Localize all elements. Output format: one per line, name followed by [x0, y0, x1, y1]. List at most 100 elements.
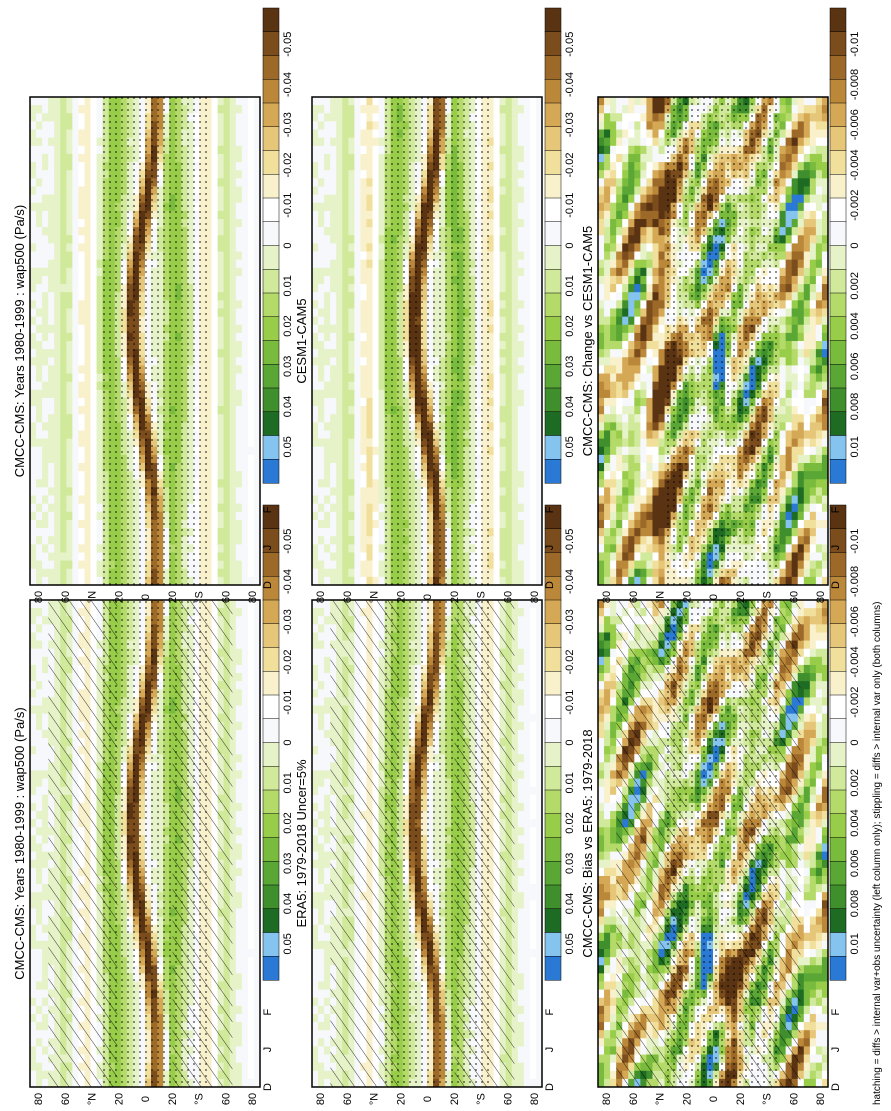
heatmap-cell	[72, 511, 79, 521]
heatmap-cell	[54, 324, 61, 334]
heatmap-cell	[229, 713, 237, 723]
heatmap-cell	[229, 536, 237, 545]
heatmap-cell	[324, 981, 331, 991]
heatmap-cell	[60, 349, 67, 358]
heatmap-cell	[253, 552, 261, 562]
heatmap-cell	[318, 997, 325, 1007]
heatmap-cell	[48, 105, 55, 114]
heatmap-cell	[324, 762, 331, 771]
heatmap-cell	[229, 835, 237, 844]
heatmap-cell	[324, 949, 331, 958]
heatmap-cell	[48, 324, 55, 334]
heatmap-cell	[253, 332, 261, 342]
heatmap-cell	[247, 981, 255, 991]
heatmap-cell	[42, 536, 49, 545]
heatmap-cell	[36, 495, 43, 505]
heatmap-cell	[247, 194, 255, 204]
heatmap-cell	[324, 1062, 331, 1072]
heatmap-cell	[223, 243, 231, 253]
heatmap-cell	[90, 97, 98, 106]
heatmap-cell	[36, 624, 43, 633]
heatmap-cell	[318, 794, 325, 804]
heatmap-cell	[42, 446, 49, 456]
heatmap-cell	[36, 908, 43, 918]
heatmap-cell	[312, 681, 319, 690]
heatmap-cell	[42, 786, 49, 796]
heatmap-cell	[229, 981, 237, 991]
heatmap-cell	[54, 121, 61, 131]
heatmap-cell	[229, 973, 237, 982]
heatmap-cell	[42, 406, 49, 415]
heatmap-cell	[318, 600, 325, 609]
heatmap-cell	[84, 357, 92, 366]
heatmap-cell	[84, 519, 92, 529]
heatmap-cell	[324, 754, 331, 763]
heatmap-cell	[235, 713, 243, 723]
heatmap-cell	[247, 632, 255, 642]
heatmap-cell	[30, 463, 37, 472]
heatmap-cell	[42, 267, 49, 277]
heatmap-cell	[247, 924, 255, 934]
heatmap-cell	[318, 884, 325, 893]
heatmap-cell	[36, 414, 43, 423]
heatmap-cell	[253, 1022, 261, 1031]
legend-label: 0.05	[282, 933, 294, 954]
heatmap-cell	[211, 300, 219, 309]
heatmap-cell	[84, 332, 92, 342]
heatmap-cell	[235, 471, 243, 480]
heatmap-cell	[241, 811, 249, 820]
heatmap-cell	[36, 365, 43, 375]
heatmap-cell	[72, 251, 79, 261]
heatmap-cell	[241, 697, 249, 707]
heatmap-cell	[324, 697, 331, 707]
heatmap-cell	[48, 454, 55, 464]
heatmap-cell	[36, 802, 43, 812]
legend-label: -0.04	[282, 569, 294, 594]
heatmap-cell	[241, 194, 249, 204]
heatmap-cell	[241, 729, 249, 739]
heatmap-cell	[54, 153, 61, 163]
heatmap-cell	[42, 949, 49, 958]
heatmap-cell	[253, 349, 261, 358]
heatmap-cell	[235, 365, 243, 375]
heatmap-cell	[42, 251, 49, 261]
heatmap-cell	[48, 137, 55, 147]
heatmap-cell	[217, 300, 225, 309]
heatmap-cell	[90, 528, 98, 537]
heatmap-cell	[48, 544, 55, 553]
heatmap-cell	[72, 292, 79, 301]
heatmap-cell	[235, 843, 243, 853]
heatmap-cell	[78, 227, 85, 236]
heatmap-cell	[54, 422, 61, 431]
heatmap-cell	[241, 316, 249, 326]
heatmap-cell	[30, 373, 37, 383]
heatmap-cell	[42, 892, 49, 901]
heatmap-cell	[253, 689, 261, 698]
heatmap-cell	[217, 422, 225, 431]
heatmap-cell	[247, 721, 255, 731]
heatmap-cell	[312, 786, 319, 796]
heatmap-cell	[36, 681, 43, 690]
heatmap-cell	[60, 153, 67, 163]
legend-label: 0.03	[282, 356, 294, 377]
heatmap-cell	[241, 292, 249, 301]
heatmap-cell	[84, 219, 92, 228]
heatmap-cell	[36, 357, 43, 366]
heatmap-cell	[229, 446, 237, 456]
heatmap-cell	[36, 471, 43, 480]
heatmap-cell	[72, 178, 79, 187]
heatmap-cell	[217, 251, 225, 261]
heatmap-cell	[66, 389, 73, 399]
heatmap-cell	[48, 552, 55, 562]
heatmap-cell	[235, 446, 243, 456]
heatmap-cell	[72, 324, 79, 334]
heatmap-cell	[48, 349, 55, 358]
heatmap-cell	[48, 178, 55, 187]
legend-label: -0.03	[282, 609, 294, 634]
heatmap-cell	[78, 373, 85, 383]
heatmap-cell	[229, 414, 237, 423]
heatmap-cell	[247, 210, 255, 220]
heatmap-cell	[36, 349, 43, 358]
heatmap-cell	[211, 430, 219, 440]
heatmap-cell	[253, 1078, 261, 1088]
